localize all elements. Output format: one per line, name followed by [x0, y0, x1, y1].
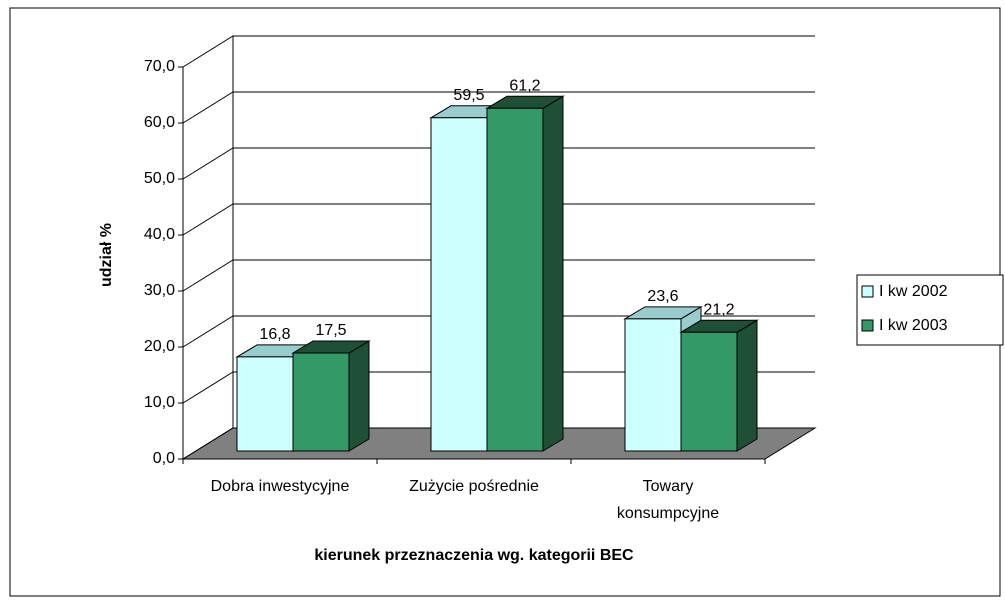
- y-tick-label: 60,0: [144, 114, 175, 131]
- legend-label: I kw 2002: [879, 283, 948, 300]
- x-axis-title: kierunek przeznaczenia wg. kategorii BEC: [314, 547, 634, 564]
- legend-label: I kw 2003: [879, 317, 948, 334]
- y-tick-label: 20,0: [144, 338, 175, 355]
- y-tick-label: 10,0: [144, 394, 175, 411]
- x-tick-label: Zużycie pośrednie: [409, 478, 539, 495]
- data-label: 23,6: [647, 288, 678, 305]
- y-axis-title: udział %: [98, 223, 115, 287]
- grid-line: [182, 259, 815, 292]
- bar-front: [680, 331, 738, 452]
- grid-line: [182, 91, 815, 124]
- x-tick-label: konsumpcyjne: [617, 505, 719, 522]
- bar: [485, 95, 565, 452]
- x-tick-label: Dobra inwestycyjne: [211, 478, 350, 495]
- grid-line: [182, 427, 815, 460]
- bar-side: [348, 340, 370, 452]
- bar-front: [236, 356, 294, 452]
- bar-front: [430, 117, 488, 452]
- grid-line: [182, 203, 815, 236]
- y-tick-label: 50,0: [144, 170, 175, 187]
- data-label: 21,2: [703, 301, 734, 318]
- grid-line: [182, 147, 815, 180]
- legend-swatch: [861, 319, 874, 332]
- y-tick-label: 40,0: [144, 226, 175, 243]
- legend-swatch: [861, 285, 874, 298]
- y-tick-label: 70,0: [144, 58, 175, 75]
- bar-front: [486, 107, 544, 452]
- bar-front: [624, 318, 682, 452]
- bar: [291, 340, 371, 452]
- bar-side: [542, 95, 564, 452]
- legend-box: [856, 274, 1004, 346]
- x-tick-label: Towary: [643, 478, 694, 495]
- grid-line: [182, 315, 815, 348]
- grid-line: [182, 371, 815, 404]
- grid-line: [182, 35, 815, 68]
- y-tick-label: 0,0: [153, 450, 175, 467]
- data-label: 16,8: [259, 326, 290, 343]
- data-label: 61,2: [509, 77, 540, 94]
- y-tick-label: 30,0: [144, 282, 175, 299]
- bar-front: [292, 352, 350, 452]
- data-label: 59,5: [453, 87, 484, 104]
- bar: [679, 319, 759, 452]
- bar-side: [736, 319, 758, 452]
- data-label: 17,5: [315, 322, 346, 339]
